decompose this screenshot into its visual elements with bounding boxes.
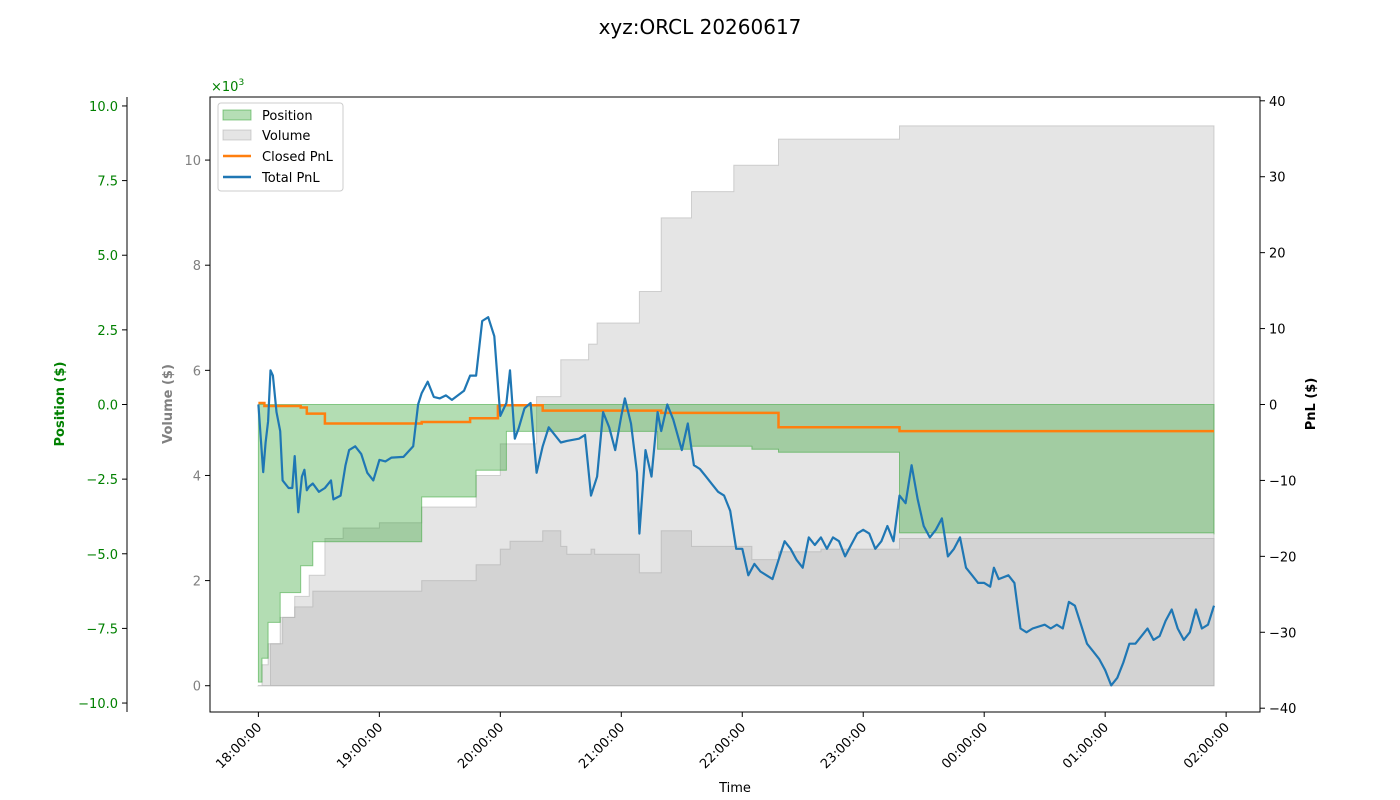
position-tick-label: 10.0 (89, 100, 118, 115)
x-axis-label: Time (718, 781, 751, 796)
volume-tick-label: 10 (184, 154, 201, 169)
volume-offset-exponent: 3 (238, 78, 244, 88)
position-tick-label: 2.5 (97, 324, 118, 339)
x-tick-label: 00:00:00 (939, 720, 991, 772)
position-tick-label: −5.0 (86, 548, 118, 563)
x-tick-label: 20:00:00 (455, 720, 507, 772)
total-pnl-line (257, 316, 1216, 687)
volume-offset-text: ×103 (211, 78, 244, 95)
position-tick-label: −10.0 (78, 697, 118, 712)
legend-label-position: Position (262, 109, 313, 124)
legend-label-closed-pnl: Closed PnL (262, 150, 334, 165)
x-tick-label: 19:00:00 (334, 720, 386, 772)
legend: Position Volume Closed PnL Total PnL (217, 102, 344, 192)
pnl-tick-label: 0 (1269, 399, 1277, 414)
plot-lines (257, 316, 1216, 687)
volume-offset-base: ×10 (211, 80, 238, 95)
closed-pnl-line (258, 401, 1214, 433)
legend-swatch-volume (222, 129, 252, 141)
position-tick-label: 5.0 (97, 249, 118, 264)
pnl-tick-label: 20 (1269, 247, 1286, 262)
position-axis-label: Position ($) (53, 362, 68, 447)
pnl-axis: −40 −30 −20 −10 0 10 20 30 40 (1260, 95, 1296, 717)
volume-area-1 (257, 125, 1215, 687)
pnl-tick-label: −20 (1269, 550, 1296, 565)
pnl-tick-label: −10 (1269, 474, 1296, 489)
volume-tick-label: 8 (193, 259, 201, 274)
x-tick-label: 02:00:00 (1181, 720, 1233, 772)
volume-tick-label: 4 (193, 469, 201, 484)
x-tick-label: 21:00:00 (576, 720, 628, 772)
legend-label-total-pnl: Total PnL (261, 171, 320, 186)
legend-box (217, 102, 344, 192)
position-tick-label: 0.0 (97, 399, 118, 414)
x-tick-label: 22:00:00 (697, 720, 749, 772)
pnl-tick-label: 40 (1269, 95, 1286, 110)
volume-tick-label: 6 (193, 364, 201, 379)
x-tick-label: 23:00:00 (818, 720, 870, 772)
pnl-tick-label: 30 (1269, 171, 1286, 186)
legend-swatch-position (222, 109, 252, 121)
chart-title: xyz:ORCL 20260617 (599, 15, 802, 39)
pnl-axis-label: PnL ($) (1304, 378, 1319, 431)
position-tick-label: −7.5 (86, 622, 118, 637)
volume-tick-label: 0 (193, 680, 201, 695)
position-axis: −10.0 −7.5 −5.0 −2.5 0.0 2.5 5.0 7.5 10.0 (78, 100, 127, 712)
x-tick-label: 18:00:00 (213, 720, 265, 772)
pnl-tick-label: 10 (1269, 323, 1286, 338)
pnl-tick-label: −40 (1269, 702, 1296, 717)
volume-axis-label: Volume ($) (161, 364, 176, 444)
x-tick-label: 01:00:00 (1060, 720, 1112, 772)
volume-axis: 0 2 4 6 8 10 (184, 154, 210, 695)
position-tick-label: −2.5 (86, 473, 118, 488)
x-axis: 18:00:00 19:00:00 20:00:00 21:00:00 22:00:00… (213, 712, 1233, 772)
plot-areas (257, 125, 1215, 687)
position-area-2 (257, 404, 1215, 683)
volume-tick-label: 2 (193, 575, 201, 590)
legend-label-volume: Volume (262, 129, 310, 144)
position-tick-label: 7.5 (97, 175, 118, 190)
pnl-tick-label: −30 (1269, 626, 1296, 641)
